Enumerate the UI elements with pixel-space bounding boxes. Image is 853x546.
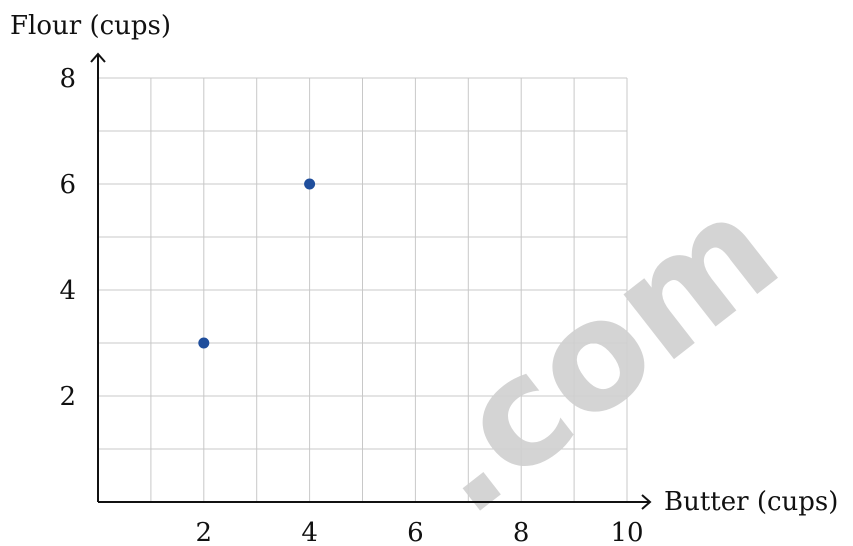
y-tick-label: 8 [59, 64, 76, 94]
data-points [198, 178, 316, 349]
y-tick-label: 6 [59, 170, 76, 200]
x-axis-label: Butter (cups) [664, 487, 838, 517]
x-tick-label: 10 [610, 518, 643, 546]
x-tick-label: 6 [407, 518, 424, 546]
y-tick-labels: 2 4 6 8 [59, 64, 76, 412]
data-point [198, 337, 210, 349]
x-tick-label: 2 [196, 518, 213, 546]
y-tick-label: 4 [59, 276, 76, 306]
x-tick-labels: 2 4 6 8 10 [196, 518, 644, 546]
y-axis-arrow [90, 52, 106, 63]
data-point [304, 178, 316, 190]
x-tick-label: 4 [301, 518, 318, 546]
grid [98, 77, 628, 502]
x-axis-arrow [641, 494, 652, 510]
y-tick-label: 2 [59, 382, 76, 412]
y-axis-label: Flour (cups) [10, 11, 171, 41]
x-tick-label: 8 [513, 518, 530, 546]
